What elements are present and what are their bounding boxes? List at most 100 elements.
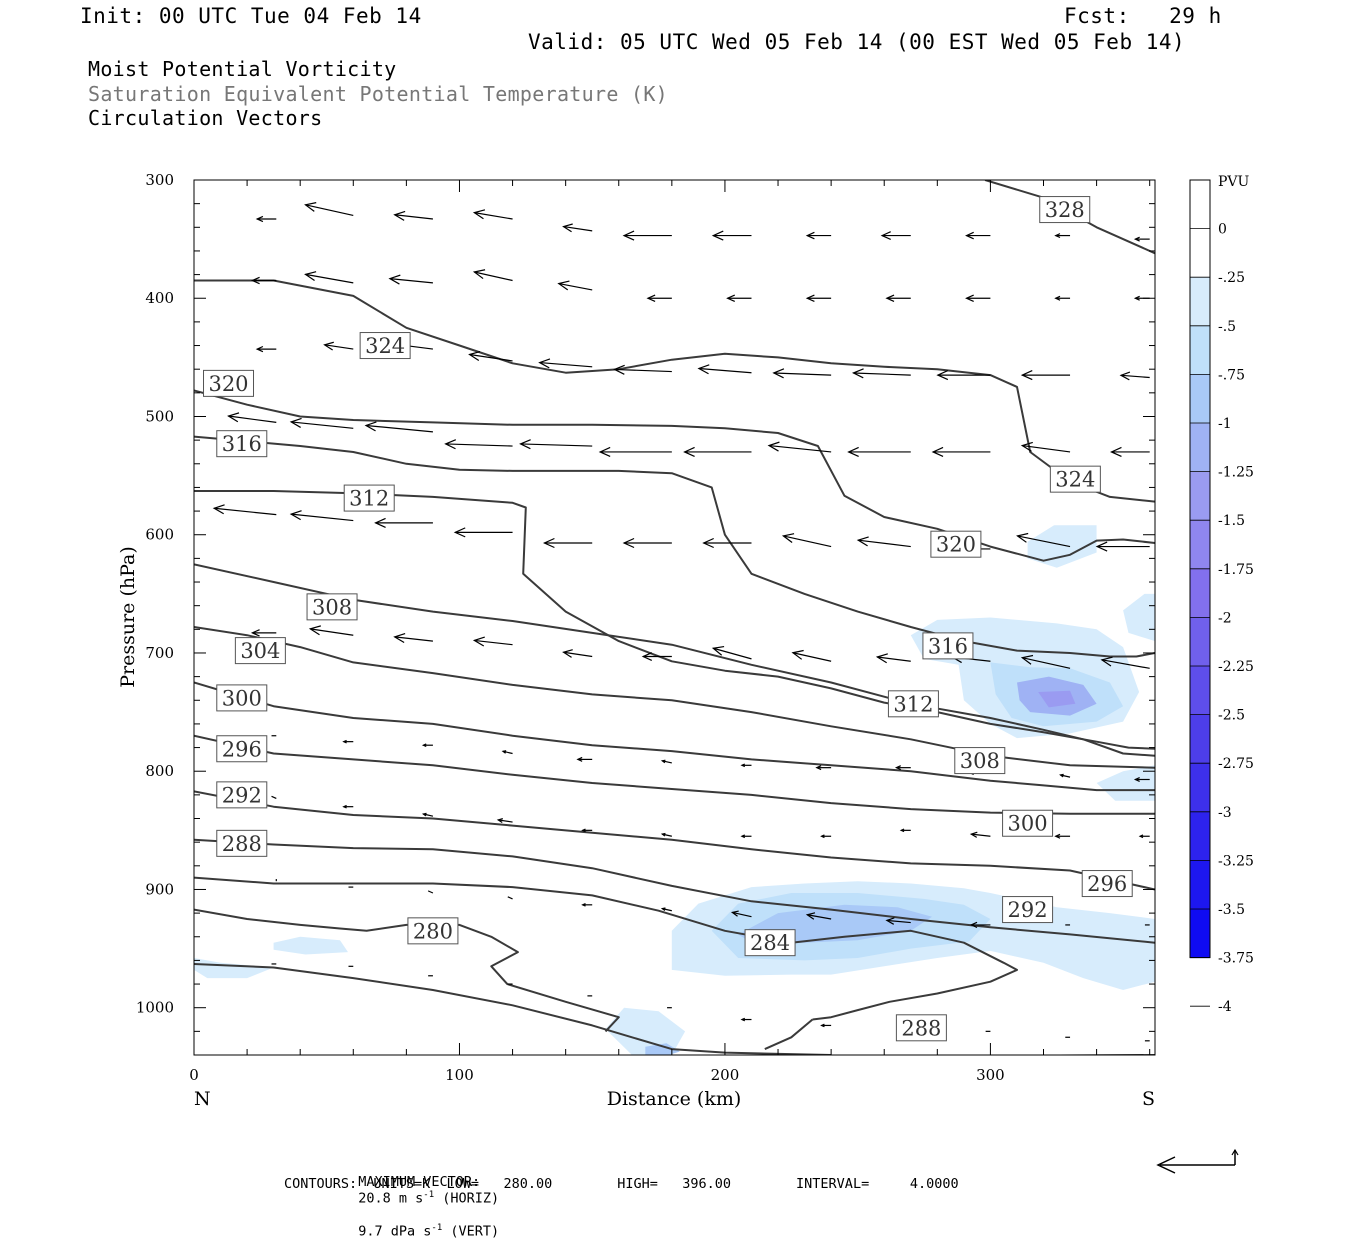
circulation-vector-11 [1133,236,1150,242]
vector-shaft [773,372,832,376]
vector-shaft [394,636,433,642]
vector-head [641,652,653,661]
circulation-vector-39 [444,439,513,450]
vector-head [875,653,888,664]
colorbar: 0 -.25 -.5 -.75 -1 -1.25 -1.5 -1.75 -2 -2.25 -2.5 -… [1189,179,1254,1015]
colorbar-unit: PVU [1218,174,1250,190]
circulation-vector-87 [496,818,513,824]
vector-head [576,756,583,762]
vector-head [815,765,822,771]
vector-head [212,504,225,515]
contour-label-320-4: 320 [930,530,982,558]
contour-label-box [1039,196,1091,224]
vector-head [1059,773,1064,778]
vector-head [1054,833,1061,839]
pv-region-11 [194,958,274,979]
circulation-vector-88 [581,828,593,833]
vector-head [936,370,949,381]
vector-shaft [228,415,277,423]
circulation-vector-102 [730,910,752,918]
contour-316-3 [194,435,1155,658]
circulation-vector-52 [542,537,593,549]
circulation-vector-83 [1133,777,1150,782]
vector-head [1133,295,1140,301]
vector-head [304,271,317,282]
circulation-vector-67 [791,649,832,662]
vector-head [1054,233,1061,239]
contour-label-308-10: 308 [954,747,1006,775]
colorbar-tick-label: -1.5 [1218,513,1245,529]
vector-shaft [271,795,277,799]
vector-head [255,345,264,353]
contour-label-text: 288 [901,1016,941,1040]
circulation-vector-38 [364,421,433,433]
contour-label-box [887,690,939,718]
vector-head [622,537,635,549]
circulation-vector-2 [393,210,433,221]
vector-head [393,210,406,221]
vector-head [1095,541,1108,552]
vector-head [1016,532,1029,543]
circulation-vector-64 [562,649,593,658]
vector-head [894,765,901,771]
vector-head [444,439,457,450]
colorbar-segment-14 [1190,860,1210,910]
vector-head [364,421,377,432]
circulation-vector-103 [805,912,832,920]
vector-shaft [698,367,752,374]
vector-head [847,446,859,458]
circulation-vector-92 [899,828,911,833]
x-end-label-left: N [194,1088,211,1110]
contour-label-box [895,1014,947,1042]
colorbar-segment-0 [1190,180,1210,230]
circulation-vector-59 [1095,541,1150,552]
vector-shaft [558,282,593,291]
cross-section-chart: 3283243243203203163163123123083083043003… [117,171,1254,1174]
vector-head [421,812,427,817]
circulation-vector-115 [820,1023,832,1028]
circulation-vector-101 [660,907,672,912]
circulation-vector-3 [472,209,513,220]
vector-shaft [394,214,433,220]
circulation-vector-27 [468,350,513,362]
contour-288-10 [194,838,1155,944]
contour-label-box [744,929,796,957]
vector-shaft [469,353,513,362]
vector-head [1054,295,1061,301]
colorbar-segment-10 [1190,666,1210,716]
circulation-vector-105 [969,921,991,929]
circulation-vector-20 [885,294,911,303]
colorbar-segment-13 [1190,811,1210,861]
contour-label-box [1002,809,1054,837]
forecast-hour: Fcst: 29 h [1064,4,1222,28]
contour-label-text: 316 [928,634,968,658]
vector-head [726,294,736,303]
colorbar-tick-label: 0 [1218,222,1227,238]
colorbar-tick-label: -3.5 [1218,902,1245,918]
contour-label-text: 300 [222,686,262,710]
y-tick-label: 300 [145,171,174,189]
pv-region-12 [605,1007,686,1055]
circulation-vector-77 [660,759,672,764]
vector-shaft [474,639,513,646]
circulation-vector-32 [851,368,911,379]
circulation-vector-1 [304,202,354,217]
vector-shaft [502,750,513,755]
circulation-vector-36 [227,412,277,423]
x-tick-label: 200 [711,1066,740,1084]
vector-head [885,294,895,303]
contour-label-300-13: 300 [1002,809,1054,837]
contour-label-box [1049,465,1101,493]
circulation-vector-70 [1020,654,1071,669]
vector-head [562,223,573,233]
y-tick-label: 700 [145,644,174,662]
contour-label-text: 312 [893,692,933,716]
circulation-vector-17 [646,294,672,303]
contour-284-11 [194,876,1018,1021]
x-tick-label: 300 [976,1066,1005,1084]
colorbar-segment-11 [1190,714,1210,764]
contour-label-296-15: 296 [1081,870,1133,898]
contour-label-layer: 328 324 324 320 320 316 316 312 312 308 308 304 300 3… [203,196,1133,1042]
colorbar-segment-4 [1190,374,1210,424]
vector-shaft [305,273,354,284]
